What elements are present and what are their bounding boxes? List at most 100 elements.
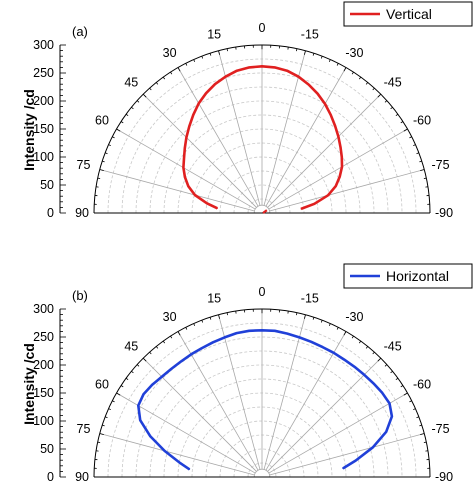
data-point [137, 405, 139, 407]
data-point [185, 136, 187, 138]
r-tick-label: 0 [47, 206, 54, 220]
angle-tick-label: 90 [75, 470, 89, 481]
arc-tick [312, 53, 315, 56]
arc-tick [409, 136, 412, 139]
data-point [355, 459, 357, 461]
arc-tick [419, 424, 422, 427]
data-point [149, 435, 151, 437]
data-point [214, 83, 216, 85]
arc-tick [328, 59, 331, 62]
arc-tick [416, 416, 419, 419]
grid-spoke [263, 50, 306, 206]
r-tick-label: 300 [33, 38, 54, 52]
data-point [190, 353, 192, 355]
r-tick-label: 150 [33, 122, 54, 136]
arc-tick [193, 323, 196, 326]
arc-tick [125, 377, 129, 381]
data-point [381, 392, 383, 394]
grid-spoke [218, 314, 261, 470]
arc-tick [365, 346, 369, 349]
data-point [335, 185, 337, 187]
arc-tick [328, 323, 331, 326]
arc-tick [304, 314, 306, 319]
grid-spoke [267, 357, 382, 472]
panel-label: (b) [72, 288, 88, 303]
angle-tick-label: -90 [435, 206, 453, 220]
data-point [330, 114, 332, 116]
arc-tick [304, 50, 306, 55]
arc-tick [384, 100, 388, 103]
grid-circle [121, 336, 403, 478]
r-tick-label: 300 [33, 302, 54, 316]
data-point [339, 176, 341, 178]
r-axis: 0 50 100 150 200 250 300 [33, 38, 66, 220]
arc-tick [358, 340, 362, 344]
arc-tick [384, 364, 388, 367]
data-point [151, 384, 153, 386]
arc-tick [390, 370, 393, 374]
data-point [337, 136, 339, 138]
arc-tick [377, 357, 382, 362]
data-point [300, 208, 302, 210]
arc-tick [358, 76, 362, 80]
data-point [224, 76, 226, 78]
data-point [342, 468, 344, 470]
data-point [310, 341, 312, 343]
legend: Vertical [343, 1, 473, 27]
arc-tick [102, 424, 105, 427]
arc-tick [336, 327, 339, 330]
data-point [286, 333, 288, 335]
arc-tick [170, 335, 173, 339]
arc-tick [420, 433, 425, 435]
angle-tick-label: -60 [413, 378, 431, 392]
grid-center-arc [253, 468, 271, 478]
arc-tick [102, 160, 105, 163]
data-point [248, 66, 250, 68]
angle-tick-label: -45 [384, 339, 402, 353]
data-point [313, 203, 315, 205]
grid-circle [163, 378, 361, 478]
data-point [216, 207, 218, 209]
arc-tick [131, 106, 134, 110]
arc-tick [351, 71, 354, 75]
data-point [178, 461, 180, 463]
data-point [198, 102, 200, 104]
arc-tick [377, 93, 382, 98]
data-point [212, 341, 214, 343]
arc-tick [99, 433, 104, 435]
arc-tick [336, 63, 339, 66]
grid-spoke [116, 128, 256, 210]
legend-box [343, 263, 473, 289]
arc-tick [403, 392, 408, 396]
data-point [139, 419, 141, 421]
y-axis-label: Intensity /cd [21, 343, 37, 425]
r-tick-label: 250 [33, 330, 54, 344]
arc-tick [136, 100, 140, 103]
data-point [372, 446, 374, 448]
arc-tick [170, 71, 173, 75]
data-point [189, 468, 191, 470]
data-point [236, 70, 238, 72]
angle-tick-label: 75 [77, 158, 91, 172]
arc-tick [108, 144, 111, 147]
arc-tick [312, 317, 315, 320]
angle-tick-label: -45 [384, 75, 402, 89]
data-point [333, 352, 335, 354]
data-point [205, 92, 207, 94]
data-point [354, 366, 356, 368]
arc-tick [403, 128, 408, 132]
data-point [322, 346, 324, 348]
arc-tick [343, 331, 347, 336]
arc-tick [395, 113, 399, 117]
grid-circle [191, 406, 333, 478]
arc-tick [185, 63, 188, 66]
arc-tick [395, 377, 399, 381]
data-point [308, 84, 310, 86]
arc-tick [423, 177, 427, 179]
data-point [261, 329, 263, 331]
angle-labels: 90 75 60 45 30 15 0 -15 -30 -45 -60 -75 -90 [75, 21, 453, 220]
angle-labels: 90 75 60 45 30 15 0 -15 -30 -45 -60 -75 -90 [75, 285, 453, 481]
angle-tick-label: 0 [259, 21, 266, 35]
polar-grid [93, 308, 431, 478]
r-tick-label: 50 [40, 442, 54, 456]
